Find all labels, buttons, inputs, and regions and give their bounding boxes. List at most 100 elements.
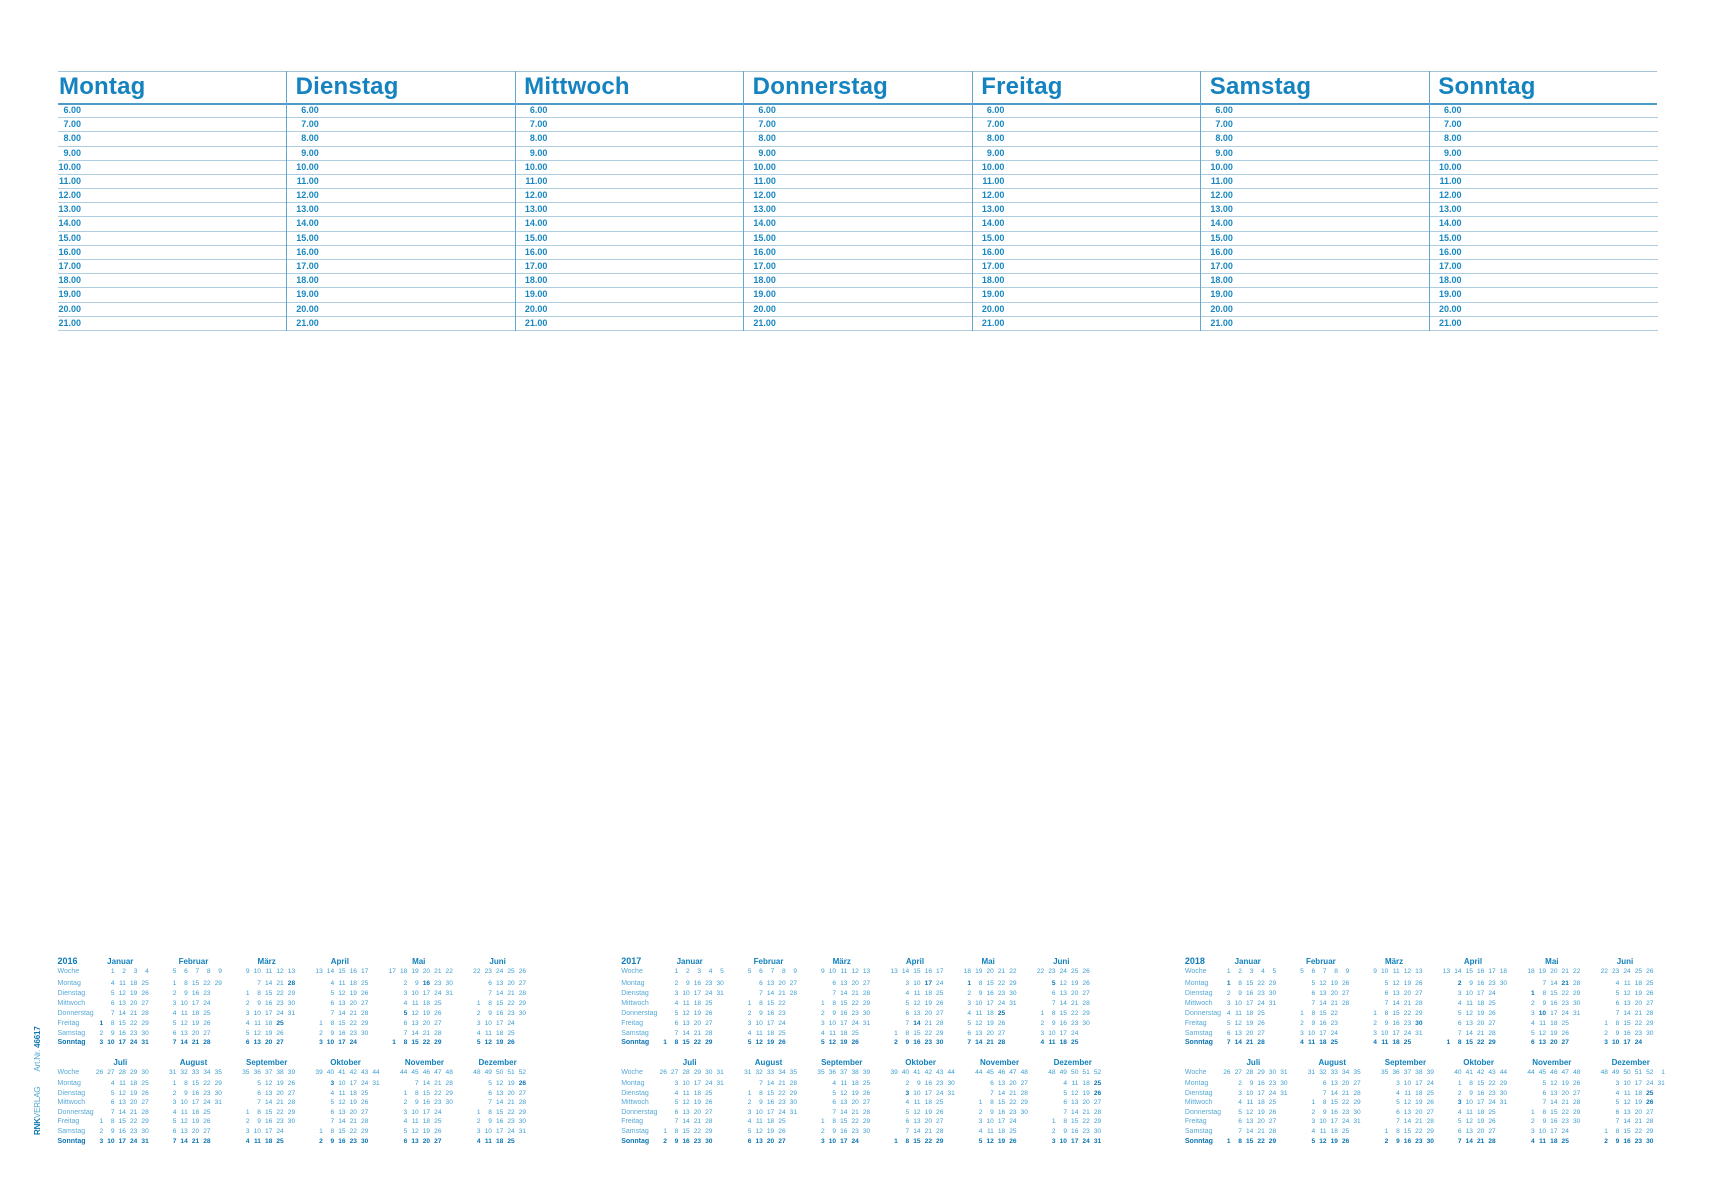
date-row: 6 13 20 27: [740, 979, 797, 989]
date-cell: 26: [1488, 1118, 1496, 1126]
date-row: 6 13 20 27: [469, 979, 526, 989]
date-cell: 30: [1082, 1019, 1090, 1027]
planner-time-label: 6.00: [758, 104, 776, 115]
date-cell: 2: [674, 980, 679, 988]
date-cell: 16: [986, 990, 994, 998]
date-cell: [211, 989, 222, 999]
date-cell: 24: [1634, 1039, 1643, 1047]
week-number-cell: 30: [141, 1068, 149, 1076]
date-cell: 5: [1384, 980, 1389, 988]
date-cell: 7: [832, 1108, 837, 1116]
week-number-cell: 35: [242, 1068, 250, 1076]
date-cell: [1017, 1137, 1028, 1147]
date-row: 6 13 20 27: [1450, 1127, 1507, 1137]
date-cell: 1: [245, 1108, 250, 1116]
date-cell: 1: [1373, 1009, 1377, 1017]
weekday-label: Freitag: [621, 1118, 643, 1126]
planner-time-row: 17.00: [744, 260, 973, 275]
date-cell: 19: [349, 990, 357, 998]
date-cell: 4: [1457, 1000, 1462, 1008]
planner-time-row: 6.00: [287, 104, 516, 119]
date-cell: 31: [1657, 1079, 1665, 1087]
date-cell: 24: [203, 1099, 211, 1107]
date-cell: 29: [1499, 1079, 1508, 1087]
date-cell: 26: [1561, 1029, 1569, 1037]
date-cell: 13: [1403, 1108, 1412, 1116]
month-name: Juni: [1616, 957, 1634, 966]
date-cell: 14: [840, 1108, 848, 1116]
date-cell: 15: [1246, 1137, 1254, 1145]
week-row-label: Woche: [621, 968, 643, 975]
planner-time-row: 14.00: [57, 217, 287, 232]
date-cell: 8: [110, 1118, 115, 1126]
planner-time-row: 10.00: [287, 161, 516, 175]
date-cell: 25: [997, 1009, 1006, 1017]
date-cell: [655, 1079, 666, 1089]
date-cell: 27: [1082, 990, 1090, 998]
date-cell: 25: [276, 1137, 284, 1145]
date-cell: [1349, 1127, 1360, 1137]
month-mai: Mai 18 19 20 21 22 1 8 15 22 29 2 9 16 23 30 3 10 17 24 31 4 1…: [960, 956, 1017, 1048]
date-cell: 11: [840, 1079, 848, 1087]
date-cell: 28: [936, 1019, 944, 1027]
date-cell: 16: [338, 1029, 346, 1037]
date-cell: [92, 1089, 103, 1099]
date-cell: 4: [1373, 1039, 1377, 1047]
date-row: 3 10 17 24 31: [813, 1019, 870, 1029]
date-cell: 8: [1542, 1108, 1547, 1116]
date-cell: 12: [338, 1099, 346, 1107]
planner-time-row: 11.00: [287, 175, 516, 190]
date-row: 2 9 16 23: [1292, 1019, 1349, 1029]
planner-time-label: 12.00: [753, 190, 776, 201]
week-number-cell: 49: [1059, 1068, 1067, 1076]
date-row: 1 8 15 22 29: [1523, 989, 1580, 999]
date-cell: 10: [411, 1108, 419, 1116]
month-april: April 13 14 15 16 17 3 10 17 24 4 11 18 25 5 12 19 26 6 13 2…: [886, 956, 943, 1048]
date-cell: 7: [415, 1079, 419, 1087]
date-row: 4 11 18 25: [311, 979, 368, 989]
date-cell: 16: [1330, 1108, 1338, 1116]
date-cell: 1: [99, 1118, 104, 1126]
planner-time-label: 12.00: [1438, 190, 1462, 201]
date-cell: 18: [924, 990, 932, 998]
week-number-cell: 13: [890, 968, 898, 975]
date-cell: [368, 1127, 379, 1137]
planner-time-label: 6.00: [1443, 104, 1462, 115]
date-cell: 3: [1457, 990, 1462, 998]
week-number-cell: 2: [685, 968, 690, 975]
planner-time-label: 16.00: [981, 246, 1005, 257]
date-cell: 12: [913, 1000, 921, 1008]
week-number-cell: 43: [936, 1068, 944, 1076]
date-cell: 24: [851, 1019, 859, 1027]
date-cell: 24: [1009, 1118, 1017, 1126]
date-cell: [238, 1089, 249, 1099]
date-cell: 27: [1020, 1079, 1028, 1087]
weekday-label: Mittwoch: [1184, 1099, 1213, 1107]
month-september: September 35 36 37 38 39 5 12 19 26 6 13 20 27 7 14 21 28…: [238, 1057, 295, 1146]
date-row: 5 12 19 26: [385, 1009, 453, 1019]
date-cell: 20: [1634, 1108, 1643, 1116]
date-row: 3 10 17 24: [1523, 1127, 1580, 1137]
date-cell: 23: [276, 1118, 284, 1126]
date-cell: 7: [759, 990, 763, 998]
date-cell: 8: [1322, 1099, 1327, 1107]
date-cell: 22: [1341, 1099, 1350, 1107]
date-cell: [442, 1029, 453, 1039]
date-cell: [1276, 1127, 1287, 1137]
date-cell: [786, 1127, 797, 1137]
date-cell: 17: [693, 990, 702, 998]
date-cell: 20: [191, 1128, 200, 1136]
date-cell: [1439, 1009, 1450, 1019]
date-cell: 13: [1392, 990, 1400, 998]
date-cell: 23: [778, 1099, 786, 1107]
date-cell: 15: [118, 1019, 126, 1027]
date-cell: 15: [265, 1108, 273, 1116]
date-cell: 15: [766, 1000, 775, 1008]
date-cell: 8: [1238, 980, 1242, 988]
date-cell: 15: [986, 980, 994, 988]
date-row: 2 9 16 23 30: [813, 1127, 870, 1137]
date-cell: 24: [936, 1089, 944, 1097]
date-cell: 7: [967, 1039, 972, 1047]
date-cell: 10: [682, 990, 690, 998]
date-cell: 29: [1488, 1039, 1496, 1047]
